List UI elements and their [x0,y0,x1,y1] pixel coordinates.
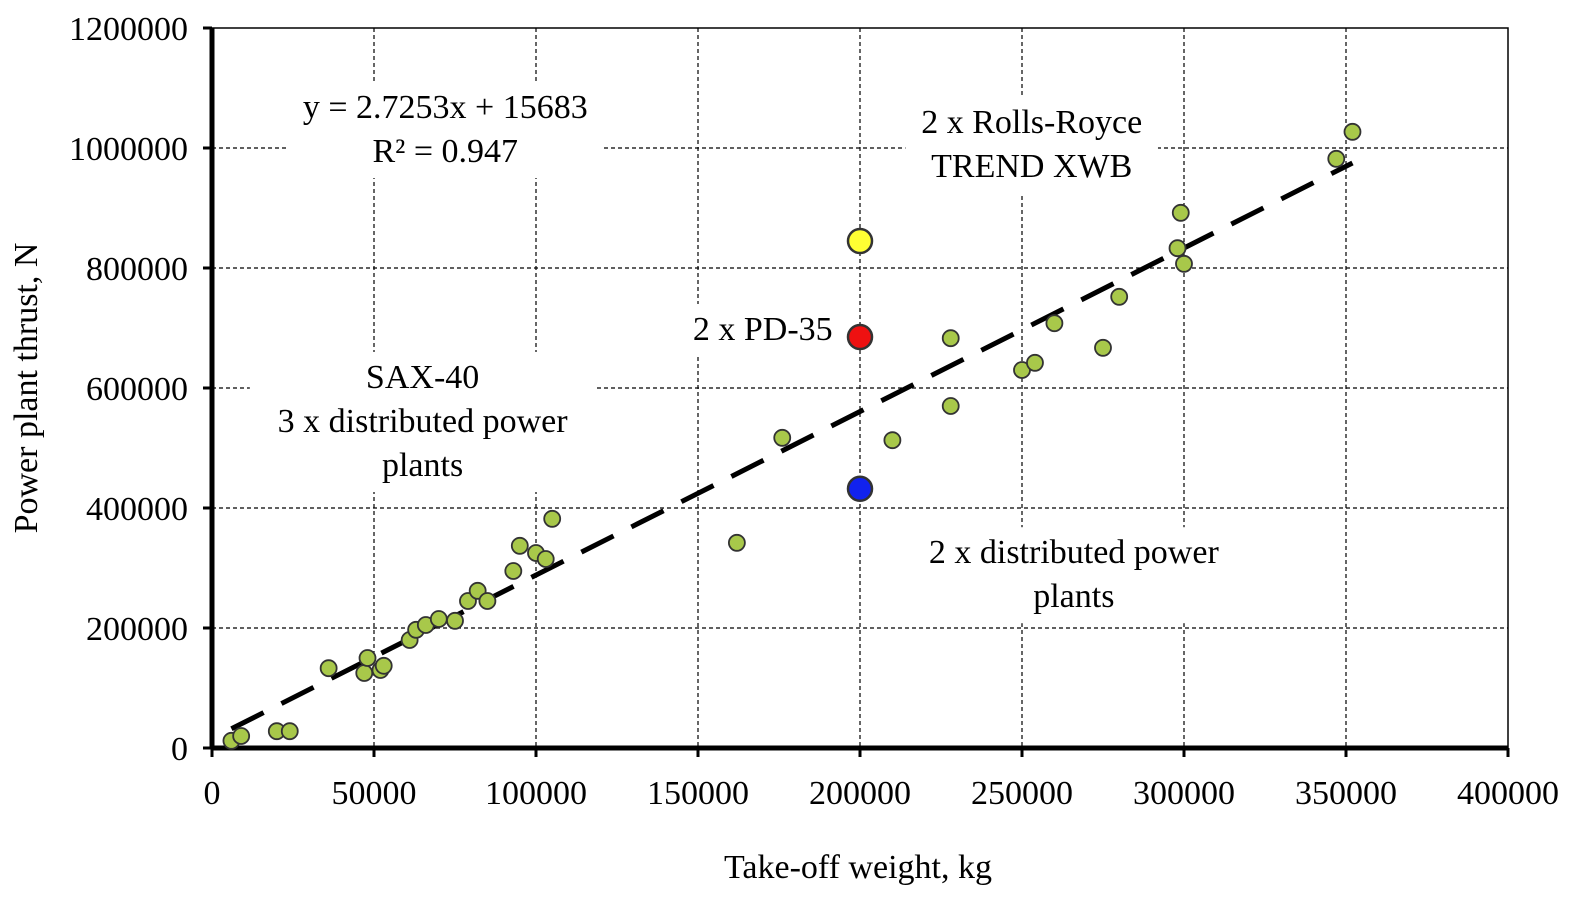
trendline [230,160,1354,732]
data-point [941,329,960,348]
annotation-text: 2 x PD-35 [693,311,833,348]
y-tick-label: 800000 [86,251,188,288]
x-tick-label: 100000 [485,775,587,812]
annotation-box [901,527,1247,624]
x-tick-label: 200000 [809,775,911,812]
point-layer [222,122,1362,750]
highlight-point [846,323,874,351]
x-tick-label: 50000 [332,775,417,812]
data-point [504,562,523,580]
trendline-layer [230,160,1354,732]
x-tick-label: 0 [204,775,221,812]
data-point [773,428,792,447]
annotation-text: y = 2.7253x + 15683 [303,89,588,126]
annotation: y = 2.7253x + 15683 R² = 0.947 [288,82,603,178]
data-point [727,533,746,552]
data-point [536,550,555,568]
data-point [446,611,464,630]
annotation-text: 3 x distributed power [278,403,569,440]
annotation-text: TREND XWB [931,148,1132,185]
x-tick-label: 400000 [1457,775,1559,812]
data-point [1026,353,1044,372]
data-point [374,656,393,675]
data-point [1094,338,1112,357]
data-point [358,649,377,667]
data-point [1045,314,1064,333]
x-axis-title: Take-off weight, kg [724,849,992,886]
data-point [319,659,338,678]
annotation-box [905,97,1158,193]
data-point [1175,254,1193,273]
data-point [543,509,562,528]
annotation: SAX-40 3 x distributed power plants [249,352,596,492]
data-point [429,610,448,628]
y-tick-label: 400000 [86,491,188,528]
annotation-box [249,352,596,492]
highlight-point [846,227,874,255]
x-tick-label: 350000 [1295,775,1397,812]
annotation-text: 2 x Rolls-Royce [921,104,1142,141]
axis-layer: 0 50000 100000 150000 200000 250000 300000 3500… [69,11,1559,812]
y-axis-title: Power plant thrust, N [8,243,45,534]
y-tick-label: 0 [171,731,188,768]
data-point [941,397,960,415]
data-point [510,536,529,555]
data-point [1343,122,1362,141]
annotation-layer: y = 2.7253x + 15683 R² = 0.947 2 x Rolls-R… [249,82,1247,624]
annotation-box [288,82,603,178]
y-tick-label: 1200000 [69,11,188,48]
annotation-text: 2 x distributed power [929,534,1220,571]
x-tick-label: 300000 [1133,775,1235,812]
annotation: 2 x PD-35 [683,304,843,356]
data-point [883,431,902,450]
data-point [1171,203,1190,222]
x-tick-label: 250000 [971,775,1073,812]
annotation-text: plants [382,447,463,484]
annotation-text: SAX-40 [366,359,479,396]
annotation-text: plants [1033,578,1114,615]
annotation: 2 x distributed power plants [901,527,1247,624]
data-point [478,592,497,610]
data-point [280,722,299,741]
data-point [1110,287,1129,306]
data-point [1327,149,1346,168]
data-point [232,727,251,745]
y-tick-label: 1000000 [69,131,188,168]
data-point [1168,239,1187,258]
x-tick-label: 150000 [647,775,749,812]
annotation-box [683,304,843,356]
data-point [355,664,374,682]
annotation-text: R² = 0.947 [373,133,519,170]
y-tick-label: 600000 [86,371,188,408]
annotation: 2 x Rolls-Royce TREND XWB [905,97,1158,193]
y-tick-label: 200000 [86,611,188,648]
highlight-point [846,475,874,503]
